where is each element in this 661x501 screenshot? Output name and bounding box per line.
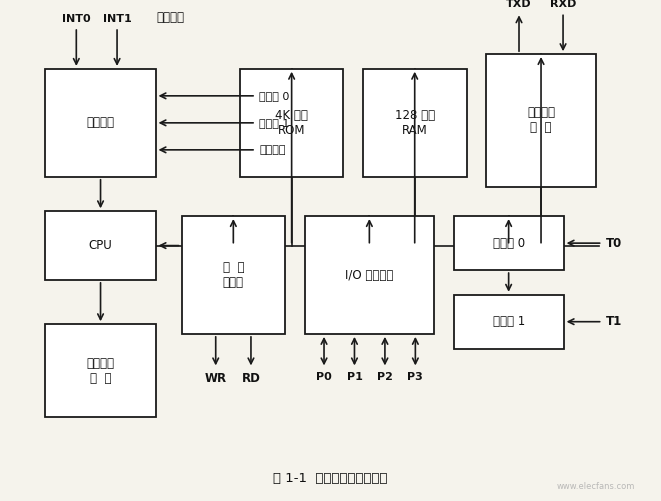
Bar — [363, 69, 467, 177]
Text: 串行传输
接  口: 串行传输 接 口 — [527, 106, 555, 134]
Text: 外部中断: 外部中断 — [156, 11, 184, 24]
Text: TXD: TXD — [506, 0, 532, 9]
Text: 4K 字节
ROM: 4K 字节 ROM — [275, 109, 308, 137]
Bar — [453, 216, 564, 270]
Text: CPU: CPU — [89, 239, 112, 252]
Text: 系统工作
时  钟: 系统工作 时 钟 — [87, 357, 114, 385]
Text: 计时器 0: 计时器 0 — [492, 236, 525, 249]
Text: 中断控制: 中断控制 — [87, 116, 114, 129]
Text: 计时器 0: 计时器 0 — [259, 91, 290, 101]
Text: 128 字节
RAM: 128 字节 RAM — [395, 109, 435, 137]
Text: T0: T0 — [606, 236, 622, 249]
Text: T1: T1 — [606, 315, 622, 328]
Bar — [486, 54, 596, 187]
Text: RXD: RXD — [550, 0, 576, 9]
Bar — [305, 216, 434, 334]
Bar — [46, 211, 155, 280]
Bar — [46, 69, 155, 177]
Text: P0: P0 — [316, 372, 332, 382]
Text: 计时器 1: 计时器 1 — [259, 118, 290, 128]
Text: P3: P3 — [407, 372, 423, 382]
Text: RD: RD — [241, 372, 260, 385]
Text: 计时器 1: 计时器 1 — [492, 315, 525, 328]
Text: P2: P2 — [377, 372, 393, 382]
Text: 图 1-1  单片机内部组成结构: 图 1-1 单片机内部组成结构 — [273, 472, 388, 485]
Bar — [46, 324, 155, 417]
Bar — [240, 69, 344, 177]
Text: I/O 控制端口: I/O 控制端口 — [345, 269, 393, 282]
Bar — [182, 216, 285, 334]
Text: WR: WR — [205, 372, 227, 385]
Text: P1: P1 — [346, 372, 362, 382]
Bar — [453, 295, 564, 349]
Text: INT1: INT1 — [102, 14, 132, 24]
Text: www.elecfans.com: www.elecfans.com — [557, 482, 635, 491]
Text: 总  线
控制器: 总 线 控制器 — [223, 261, 244, 289]
Text: INT0: INT0 — [62, 14, 91, 24]
Text: 串行接口: 串行接口 — [259, 145, 286, 155]
